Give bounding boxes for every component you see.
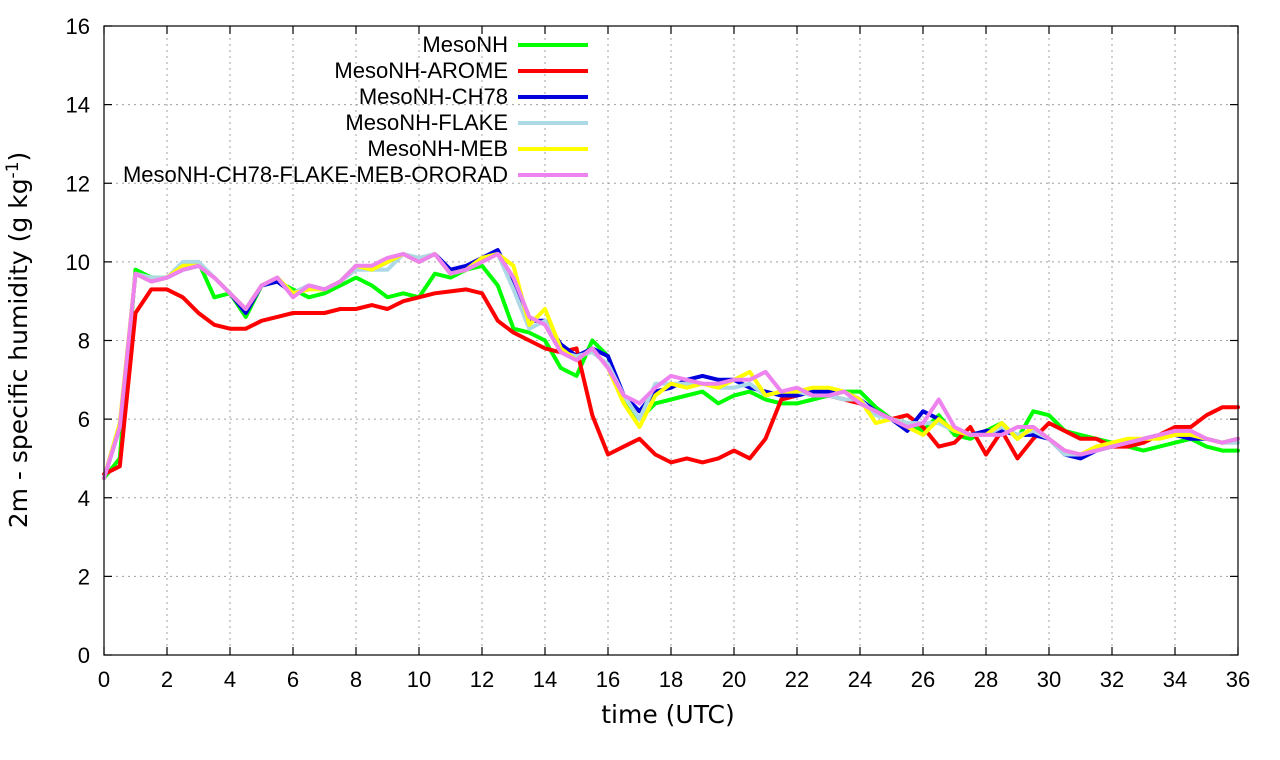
y-tick-label: 12: [66, 171, 90, 196]
y-axis-title: 2m - specific humidity (g kg-1): [3, 152, 33, 529]
series-line-5: [102, 252, 1240, 481]
series-line-6: [102, 252, 1240, 481]
y-tick-label: 6: [78, 407, 90, 432]
x-tick-label: 16: [596, 667, 620, 692]
x-tick-label: 28: [974, 667, 998, 692]
x-tick-label: 24: [848, 667, 872, 692]
y-tick-label: 14: [66, 93, 90, 118]
x-tick-label: 18: [659, 667, 683, 692]
y-tick-labels: 0 2 4 6 8 10 12 14 16: [66, 14, 90, 668]
x-tick-label: 10: [407, 667, 431, 692]
x-tick-label: 2: [161, 667, 173, 692]
legend-label-4: MesoNH-FLAKE: [345, 110, 508, 135]
x-tick-label: 8: [350, 667, 362, 692]
legend-label-1: MesoNH: [422, 32, 508, 57]
y-axis-title-main: 2m - specific humidity (g kg: [4, 178, 33, 528]
x-tick-label: 30: [1037, 667, 1061, 692]
legend: MesoNHMesoNH-AROMEMesoNH-CH78MesoNH-FLAK…: [123, 32, 588, 187]
x-tick-label: 32: [1100, 667, 1124, 692]
y-tick-label: 8: [78, 329, 90, 354]
x-tick-label: 34: [1163, 667, 1187, 692]
y-tick-label: 16: [66, 14, 90, 39]
y-axis-title-sup: -1: [3, 161, 23, 178]
legend-label-2: MesoNH-AROME: [334, 58, 508, 83]
legend-label-5: MesoNH-MEB: [367, 136, 508, 161]
y-tick-label: 0: [78, 643, 90, 668]
x-tick-label: 20: [722, 667, 746, 692]
x-tick-label: 26: [911, 667, 935, 692]
x-tick-label: 0: [98, 667, 110, 692]
x-tick-label: 4: [224, 667, 236, 692]
x-tick-labels: 0 2 4 6 8 10 12 14 16 18 20 22 24 26 28 30 32 34 36: [98, 667, 1250, 692]
y-tick-label: 4: [78, 486, 90, 511]
legend-label-3: MesoNH-CH78: [359, 84, 508, 109]
grid-lines: [104, 26, 1238, 655]
y-tick-label: 2: [78, 564, 90, 589]
series-lines: [102, 248, 1240, 481]
series-line-2: [102, 287, 1240, 477]
axis-ticks: [103, 25, 1239, 656]
y-tick-label: 10: [66, 250, 90, 275]
x-axis-title: time (UTC): [601, 700, 735, 729]
legend-label-6: MesoNH-CH78-FLAKE-MEB-ORORAD: [123, 162, 508, 187]
series-line-1: [102, 259, 1240, 481]
x-tick-label: 14: [533, 667, 557, 692]
y-axis-title-close: ): [4, 152, 33, 162]
x-tick-label: 6: [287, 667, 299, 692]
x-tick-label: 12: [470, 667, 494, 692]
series-line-4: [102, 252, 1240, 481]
x-tick-label: 22: [785, 667, 809, 692]
x-tick-label: 36: [1226, 667, 1250, 692]
